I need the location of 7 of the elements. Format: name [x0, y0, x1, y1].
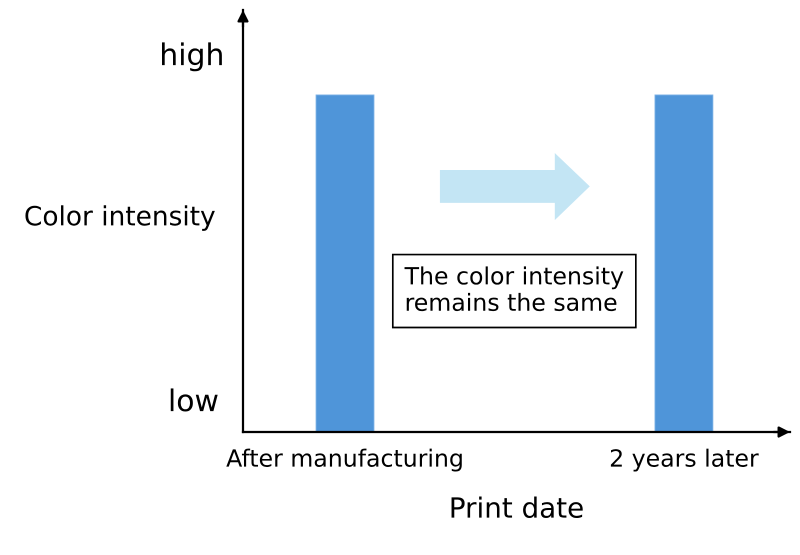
text: high: [162, 42, 222, 72]
x-axis-title: Print date: [452, 496, 583, 518]
text: low: [170, 388, 218, 412]
x-tick-label: After manufacturing: [226, 448, 462, 472]
x-tick-label: 2 years later: [610, 448, 759, 472]
y-axis-title: Color intensity: [25, 205, 215, 231]
annotation: The color intensity remains the same: [404, 266, 624, 312]
